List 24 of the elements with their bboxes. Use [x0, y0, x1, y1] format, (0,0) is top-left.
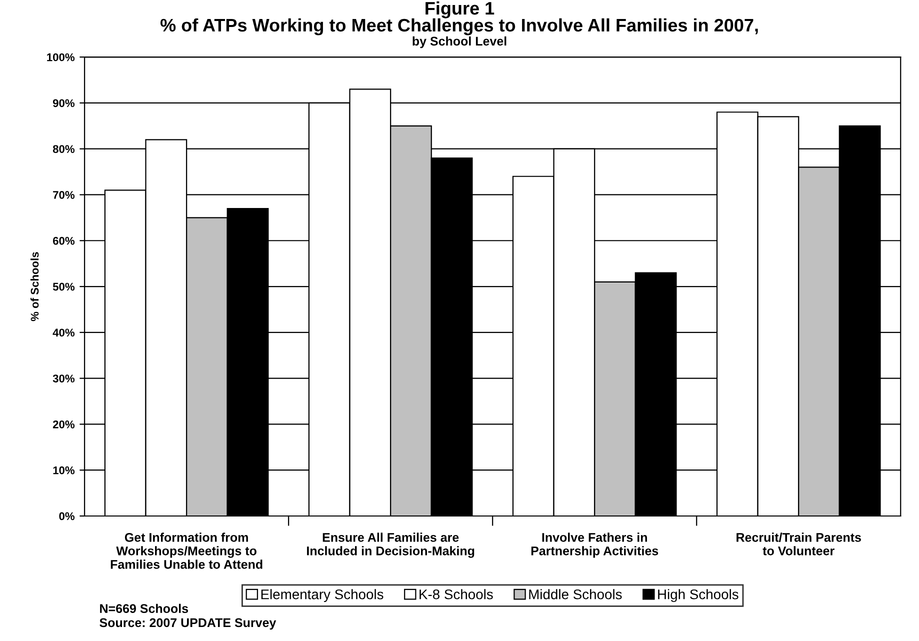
- y-tick-label: 10%: [53, 466, 75, 474]
- y-tick-label: 70%: [53, 191, 75, 199]
- y-tick-label: 40%: [52, 328, 75, 337]
- x-tick-label: Ensure All Families are Included in Decision-Making: [307, 532, 474, 558]
- y-tick-label: 80%: [52, 145, 75, 153]
- y-tick-label: 50%: [52, 282, 75, 291]
- y-tick-label: 20%: [52, 420, 75, 428]
- y-tick-label: 30%: [52, 374, 75, 382]
- y-tick-label: 90%: [52, 99, 75, 108]
- x-tick-label: Recruit/Train Parents to Volunteer: [736, 532, 861, 556]
- x-tick-label: Get Information from Workshops/Meetings to Families Unable to Attend: [110, 532, 262, 569]
- y-axis-title: % of Schools: [30, 252, 39, 322]
- legend-label: Middle Schools: [529, 589, 622, 600]
- y-tick-label: 100%: [47, 53, 75, 62]
- chart-subtitle: by School Level: [412, 36, 506, 48]
- y-tick-label: 0%: [59, 512, 75, 520]
- x-tick-label: Involve Fathers in Partnership Activities: [531, 532, 658, 558]
- legend-label: High Schools: [658, 589, 738, 602]
- y-tick-label: 60%: [52, 236, 75, 245]
- source-note: Source: 2007 UPDATE Survey: [100, 618, 276, 630]
- chart-title: Figure 1 % of ATPs Working to Meet Challenges to Involve All Families in 2007,: [160, 1, 758, 36]
- legend-label: Elementary Schools: [261, 589, 384, 602]
- text: N=669 Schools: [100, 604, 188, 614]
- legend-label: K-8 Schools: [420, 589, 493, 600]
